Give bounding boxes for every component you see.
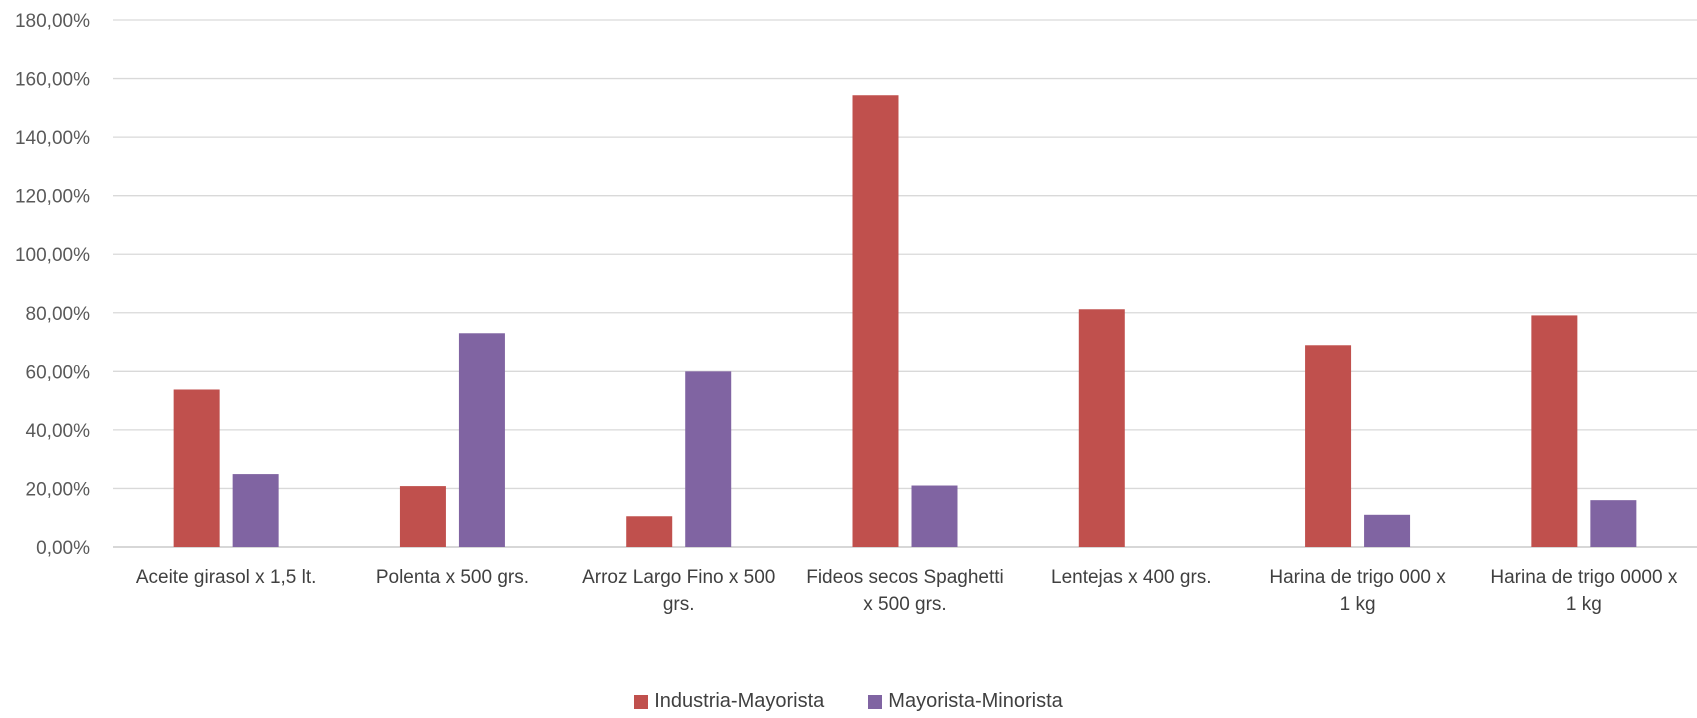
legend-label: Mayorista-Minorista — [888, 690, 1063, 712]
x-axis-categories: Aceite girasol x 1,5 lt. Polenta x 500 gr… — [136, 567, 1678, 615]
x-category-label: Lentejas x 400 grs. — [1051, 567, 1212, 588]
bar-industria-mayorista — [852, 95, 899, 547]
y-tick-label: 80,00% — [26, 304, 91, 325]
y-tick-label: 100,00% — [15, 245, 90, 266]
y-tick-label: 180,00% — [15, 11, 90, 32]
bar-mayorista-minorista — [1590, 500, 1637, 547]
legend-item-series-1: Industria-Mayorista — [634, 690, 824, 713]
bar-mayorista-minorista — [232, 474, 279, 547]
y-tick-label: 20,00% — [26, 479, 91, 500]
x-category-label: Polenta x 500 grs. — [376, 567, 529, 588]
legend-swatch — [634, 694, 649, 709]
y-axis-ticks: 0,00% 20,00% 40,00% 60,00% 80,00% 100,00% 120,… — [15, 11, 90, 559]
bar-mayorista-minorista — [911, 485, 958, 547]
legend-swatch — [868, 694, 883, 709]
y-tick-label: 140,00% — [15, 128, 90, 149]
bar-industria-mayorista — [399, 486, 446, 547]
y-tick-label: 120,00% — [15, 187, 90, 208]
y-tick-label: 160,00% — [15, 70, 90, 91]
bar-industria-mayorista — [626, 516, 673, 547]
legend-item-series-2: Mayorista-Minorista — [868, 690, 1063, 713]
x-category-label: Aceite girasol x 1,5 lt. — [136, 567, 317, 588]
bar-mayorista-minorista — [1364, 514, 1411, 547]
bar-industria-mayorista — [1531, 315, 1578, 547]
bar-industria-mayorista — [173, 389, 220, 547]
bar-chart: 0,00% 20,00% 40,00% 60,00% 80,00% 100,00% 120,… — [15, 11, 1697, 615]
y-tick-label: 0,00% — [36, 538, 90, 559]
bar-industria-mayorista — [1305, 345, 1352, 547]
x-category-label: Arroz Largo Fino x 500 grs. — [582, 567, 775, 615]
legend: Industria-Mayorista Mayorista-Minorista — [0, 690, 1697, 713]
y-tick-label: 40,00% — [26, 421, 91, 442]
legend-label: Industria-Mayorista — [654, 690, 825, 712]
x-category-label: Fideos secos Spaghetti x 500 grs. — [806, 567, 1004, 615]
bar-industria-mayorista — [1078, 309, 1125, 547]
bar-mayorista-minorista — [458, 333, 505, 547]
bar-mayorista-minorista — [685, 371, 732, 547]
gridlines — [113, 19, 1697, 548]
y-tick-label: 60,00% — [26, 362, 91, 383]
bars — [173, 95, 1637, 547]
